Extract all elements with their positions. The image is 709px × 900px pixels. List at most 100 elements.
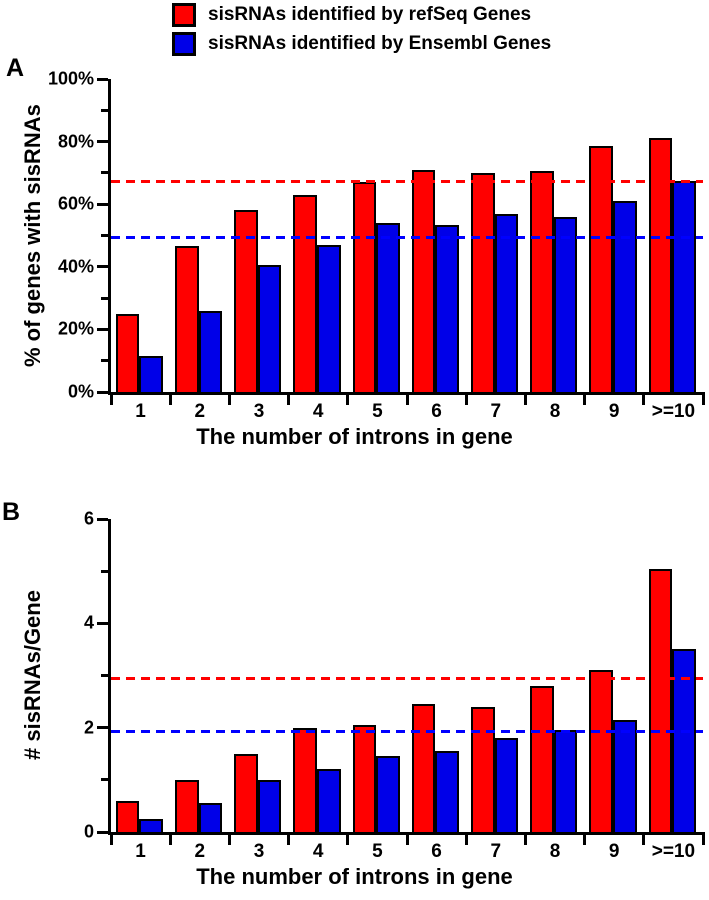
x-tick-label-6: 6 — [431, 841, 442, 862]
reference-line-ensembl-mean — [111, 729, 703, 733]
x-tick-label-2: 2 — [194, 401, 206, 422]
category-slot-7 — [466, 519, 525, 832]
x-axis-tick — [523, 832, 527, 845]
x-tick-label-7: 7 — [490, 841, 502, 862]
bar-refseq-9 — [589, 670, 613, 832]
panel-b-x-axis-title: The number of introns in gene — [196, 864, 513, 889]
panel-b-y-axis-title: # sisRNAs/Gene — [20, 590, 45, 761]
bar-refseq-2 — [174, 246, 199, 392]
bar-refseq-7 — [470, 172, 495, 392]
x-axis-tick — [405, 392, 409, 405]
y-axis-major-tick — [97, 621, 108, 625]
bar-ensembl->=10 — [672, 649, 696, 832]
x-axis-tick — [346, 392, 350, 405]
x-tick-label-8: 8 — [549, 401, 561, 422]
x-tick-label-3: 3 — [253, 401, 265, 422]
category-slot-2 — [170, 79, 229, 392]
bar-ensembl-6 — [435, 224, 460, 392]
y-axis-major-tick — [97, 140, 108, 144]
category-slot-4 — [289, 79, 348, 392]
bar-ensembl-5 — [376, 756, 400, 832]
x-axis-tick — [109, 392, 113, 405]
y-axis-minor-tick — [101, 778, 108, 782]
y-tick-label: 0 — [83, 821, 94, 842]
y-tick-label: 2 — [83, 717, 94, 738]
panel-b-letter: B — [2, 498, 21, 526]
bar-ensembl-4 — [317, 244, 341, 392]
category-slot-5 — [348, 79, 407, 392]
y-tick-label: 100% — [47, 68, 94, 89]
bar-refseq-4 — [293, 727, 317, 832]
category-slot-1 — [111, 519, 170, 832]
y-axis-major-tick — [97, 517, 108, 521]
legend-item-refseq: sisRNAs identified by refSeq Genes — [172, 1, 531, 28]
category-slot-2 — [170, 519, 229, 832]
y-tick-label: 60% — [57, 193, 94, 214]
x-tick-label-4: 4 — [312, 401, 324, 422]
x-tick-label-5: 5 — [372, 401, 383, 422]
category-slot->=10 — [644, 79, 703, 392]
reference-line-refseq-mean — [111, 180, 703, 184]
legend-swatch-ensembl — [172, 31, 196, 56]
x-tick-label-3: 3 — [253, 841, 265, 862]
x-axis-tick — [287, 392, 291, 405]
y-axis-major-tick — [97, 726, 108, 730]
bar-ensembl-3 — [257, 779, 282, 832]
bar-refseq-4 — [293, 194, 317, 392]
x-axis-tick — [346, 832, 350, 845]
y-axis-major-tick — [97, 77, 108, 81]
panel-b-plot-area: 1 2 3 4 5 6 7 8 9 >=10 0 2 4 6 — [84, 509, 705, 862]
y-axis-minor-tick — [101, 674, 108, 677]
category-slot-9 — [585, 79, 644, 392]
x-tick-label-1: 1 — [135, 841, 146, 862]
x-tick-label-2: 2 — [194, 841, 206, 862]
y-axis-minor-tick — [101, 171, 108, 175]
category-slot-6 — [407, 79, 466, 392]
y-axis-minor-tick — [101, 359, 108, 363]
y-tick-label: 40% — [57, 256, 94, 277]
bar-refseq-2 — [174, 779, 199, 832]
x-tick-label-8: 8 — [549, 841, 561, 862]
bar-ensembl-8 — [553, 730, 578, 832]
bar-refseq->=10 — [648, 138, 673, 392]
x-tick-label->=10: >=10 — [651, 401, 696, 422]
bar-ensembl-1 — [139, 356, 164, 392]
x-tick-label->=10: >=10 — [651, 841, 696, 862]
bar-refseq-1 — [115, 800, 140, 832]
legend-item-ensembl: sisRNAs identified by Ensembl Genes — [172, 30, 551, 57]
x-axis-tick — [583, 832, 587, 845]
x-tick-label-7: 7 — [490, 401, 502, 422]
x-axis-tick — [405, 832, 409, 845]
bar-refseq-8 — [530, 685, 554, 832]
bar-ensembl-2 — [198, 803, 223, 832]
x-tick-label-1: 1 — [135, 401, 146, 422]
x-tick-label-6: 6 — [431, 401, 442, 422]
panel-a-x-axis-title: The number of introns in gene — [196, 424, 513, 449]
category-slot-4 — [289, 519, 348, 832]
category-slot-9 — [585, 519, 644, 832]
y-axis-major-tick — [97, 327, 108, 331]
bar-ensembl-9 — [613, 719, 637, 832]
x-axis-tick — [701, 832, 705, 845]
panel-a-plot-area: 1 2 3 4 5 6 7 8 9 >=10 0% 20% 40% 60% 80% 100% — [48, 69, 705, 422]
y-axis-major-tick — [97, 265, 108, 269]
reference-line-refseq-mean — [111, 676, 703, 680]
y-axis-minor-tick — [101, 296, 108, 300]
x-axis-tick — [701, 392, 705, 405]
y-axis-minor-tick — [101, 108, 108, 112]
bar-ensembl-9 — [613, 201, 637, 392]
x-axis-tick — [227, 392, 231, 405]
bar-ensembl-8 — [553, 216, 578, 392]
category-slot-6 — [407, 519, 466, 832]
y-tick-label: 20% — [57, 318, 94, 339]
bar-ensembl-6 — [435, 751, 460, 832]
x-tick-label-9: 9 — [608, 841, 620, 862]
x-axis-tick — [642, 832, 646, 845]
legend-label-refseq: sisRNAs identified by refSeq Genes — [208, 3, 532, 25]
x-axis-tick — [583, 392, 587, 405]
legend-swatch-refseq — [172, 2, 196, 27]
category-slot-3 — [229, 519, 288, 832]
x-axis-tick — [227, 832, 231, 845]
x-tick-label-9: 9 — [608, 401, 620, 422]
y-tick-label: 4 — [83, 612, 94, 633]
